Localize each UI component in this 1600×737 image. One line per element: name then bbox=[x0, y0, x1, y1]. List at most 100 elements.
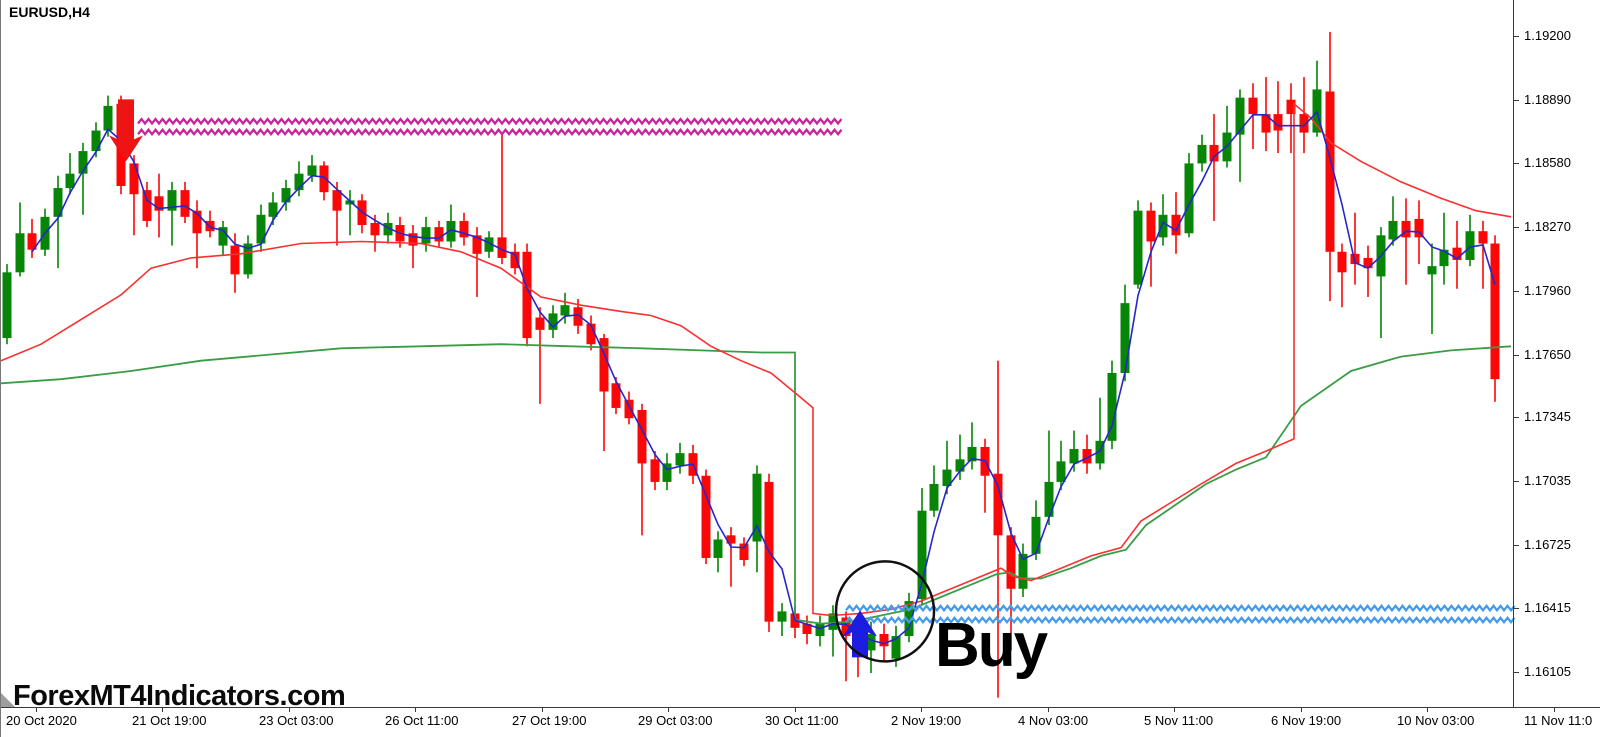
time-tick-mark bbox=[415, 708, 416, 712]
candle-body-bull bbox=[91, 130, 101, 152]
candle-wick-bear bbox=[476, 227, 478, 297]
candle-body-bull bbox=[713, 539, 723, 558]
candle-body-bear bbox=[726, 535, 736, 544]
candle-body-bull bbox=[65, 173, 75, 189]
candle-body-bull bbox=[103, 105, 113, 131]
green-baseline-line bbox=[1, 343, 1512, 625]
buy-arrow-icon[interactable] bbox=[843, 610, 877, 658]
price-tick-mark bbox=[1514, 417, 1519, 419]
support-zigzag-line bbox=[845, 615, 1516, 625]
candle-body-bull bbox=[256, 214, 266, 244]
candle-body-bear bbox=[408, 233, 418, 246]
price-axis[interactable]: 1.19200 1.18890 1.18580 1.18270 1.17960 1.176… bbox=[1513, 0, 1600, 707]
candle-body-bull bbox=[1439, 249, 1449, 267]
candle-wick-bull bbox=[1431, 243, 1433, 334]
time-tick-label: 5 Nov 11:00 bbox=[1144, 713, 1214, 728]
time-tick-label: 27 Oct 19:00 bbox=[512, 713, 587, 728]
time-tick-mark bbox=[668, 708, 669, 712]
candle-body-bull bbox=[218, 227, 228, 246]
candle-wick-bull bbox=[171, 181, 173, 246]
candle-wick-bear bbox=[133, 155, 135, 236]
candle-body-bear bbox=[1478, 231, 1488, 244]
candle-body-bull bbox=[777, 611, 787, 622]
candle-body-bull bbox=[675, 453, 685, 466]
candle-wick-bear bbox=[501, 134, 503, 265]
price-tick-mark bbox=[1514, 227, 1519, 229]
time-tick-label: 6 Nov 19:00 bbox=[1271, 713, 1342, 728]
candle-body-bull bbox=[815, 623, 825, 637]
price-tick-label: 1.17035 bbox=[1524, 472, 1571, 488]
candle-wick-bull bbox=[946, 440, 948, 495]
candle-wick-bull bbox=[82, 142, 84, 215]
candle-body-bull bbox=[383, 222, 393, 236]
candle-body-bear bbox=[611, 383, 621, 408]
entry-circle-annotation[interactable] bbox=[834, 560, 936, 663]
time-tick-mark bbox=[542, 708, 543, 712]
candle-body-bull bbox=[294, 173, 304, 191]
candle-body-bull bbox=[1056, 461, 1066, 482]
time-tick-mark bbox=[289, 708, 290, 712]
price-tick-label: 1.17960 bbox=[1524, 282, 1571, 298]
candle-body-bull bbox=[929, 483, 939, 511]
price-tick-label: 1.18270 bbox=[1524, 219, 1571, 235]
time-axis[interactable]: 20 Oct 2020 21 Oct 19:00 23 Oct 03:00 26 Oc… bbox=[1, 707, 1600, 737]
candle-body-bear bbox=[1209, 144, 1219, 162]
watermark: ForexMT4Indicators.com bbox=[13, 680, 346, 712]
time-tick-mark bbox=[1554, 708, 1555, 712]
candle-body-bear bbox=[1146, 210, 1156, 242]
time-tick-mark bbox=[921, 708, 922, 712]
candle-body-bear bbox=[802, 623, 812, 634]
support-zigzag-line bbox=[845, 604, 1516, 613]
candle-body-bull bbox=[167, 190, 177, 211]
time-tick-label: 4 Nov 03:00 bbox=[1018, 713, 1089, 728]
candle-body-bear bbox=[624, 399, 634, 419]
price-tick-mark bbox=[1514, 671, 1519, 673]
time-tick-mark bbox=[1301, 708, 1302, 712]
candle-body-bull bbox=[891, 636, 901, 659]
time-tick-label: 11 Nov 11:0 bbox=[1524, 713, 1593, 728]
candle-wick-bull bbox=[971, 422, 973, 470]
candle-body-bear bbox=[192, 210, 202, 234]
price-tick-label: 1.18890 bbox=[1524, 91, 1571, 107]
time-tick-label: 29 Oct 03:00 bbox=[638, 713, 713, 728]
candle-body-bear bbox=[180, 190, 190, 217]
candle-body-bull bbox=[1120, 303, 1130, 374]
candle-body-bear bbox=[1490, 243, 1500, 380]
candle-body-bull bbox=[2, 272, 12, 339]
candle-wick-bear bbox=[1341, 243, 1343, 308]
candle-body-bull bbox=[1095, 440, 1105, 464]
blue-fast-ma-line bbox=[31, 110, 1496, 645]
candle-body-bull bbox=[15, 233, 25, 273]
price-tick-label: 1.17345 bbox=[1524, 409, 1571, 425]
price-tick-label: 1.17650 bbox=[1524, 346, 1571, 362]
candle-body-bear bbox=[142, 190, 152, 221]
sell-arrow-icon[interactable] bbox=[109, 99, 143, 162]
candle-wick-bear bbox=[603, 333, 605, 452]
candle-wick-bull bbox=[1239, 89, 1241, 182]
candle-body-bull bbox=[866, 633, 876, 651]
resistance-zigzag-line bbox=[137, 127, 843, 137]
candle-body-bear bbox=[701, 475, 711, 558]
price-tick-mark bbox=[1514, 480, 1519, 482]
candle-wick-bull bbox=[57, 175, 59, 269]
candle-body-bear bbox=[573, 307, 583, 326]
time-tick-mark bbox=[36, 708, 37, 712]
candle-body-bull bbox=[1018, 553, 1028, 589]
candle-body-bull bbox=[1133, 210, 1143, 285]
time-tick-mark bbox=[1048, 708, 1049, 712]
candle-wick-bull bbox=[959, 434, 961, 480]
candle-body-bull bbox=[268, 202, 278, 217]
candle-wick-bull bbox=[1048, 430, 1050, 526]
price-tick-mark bbox=[1514, 608, 1519, 610]
candle-wick-bull bbox=[1099, 397, 1101, 470]
candle-body-bull bbox=[955, 459, 965, 472]
candle-body-bear bbox=[1414, 218, 1424, 238]
candle-body-bull bbox=[1184, 163, 1194, 234]
candle-body-bear bbox=[993, 473, 1003, 536]
price-tick-label: 1.16105 bbox=[1524, 663, 1571, 679]
candle-body-bull bbox=[560, 305, 570, 316]
candle-wick-bull bbox=[832, 605, 834, 657]
candle-wick-bull bbox=[349, 190, 351, 236]
